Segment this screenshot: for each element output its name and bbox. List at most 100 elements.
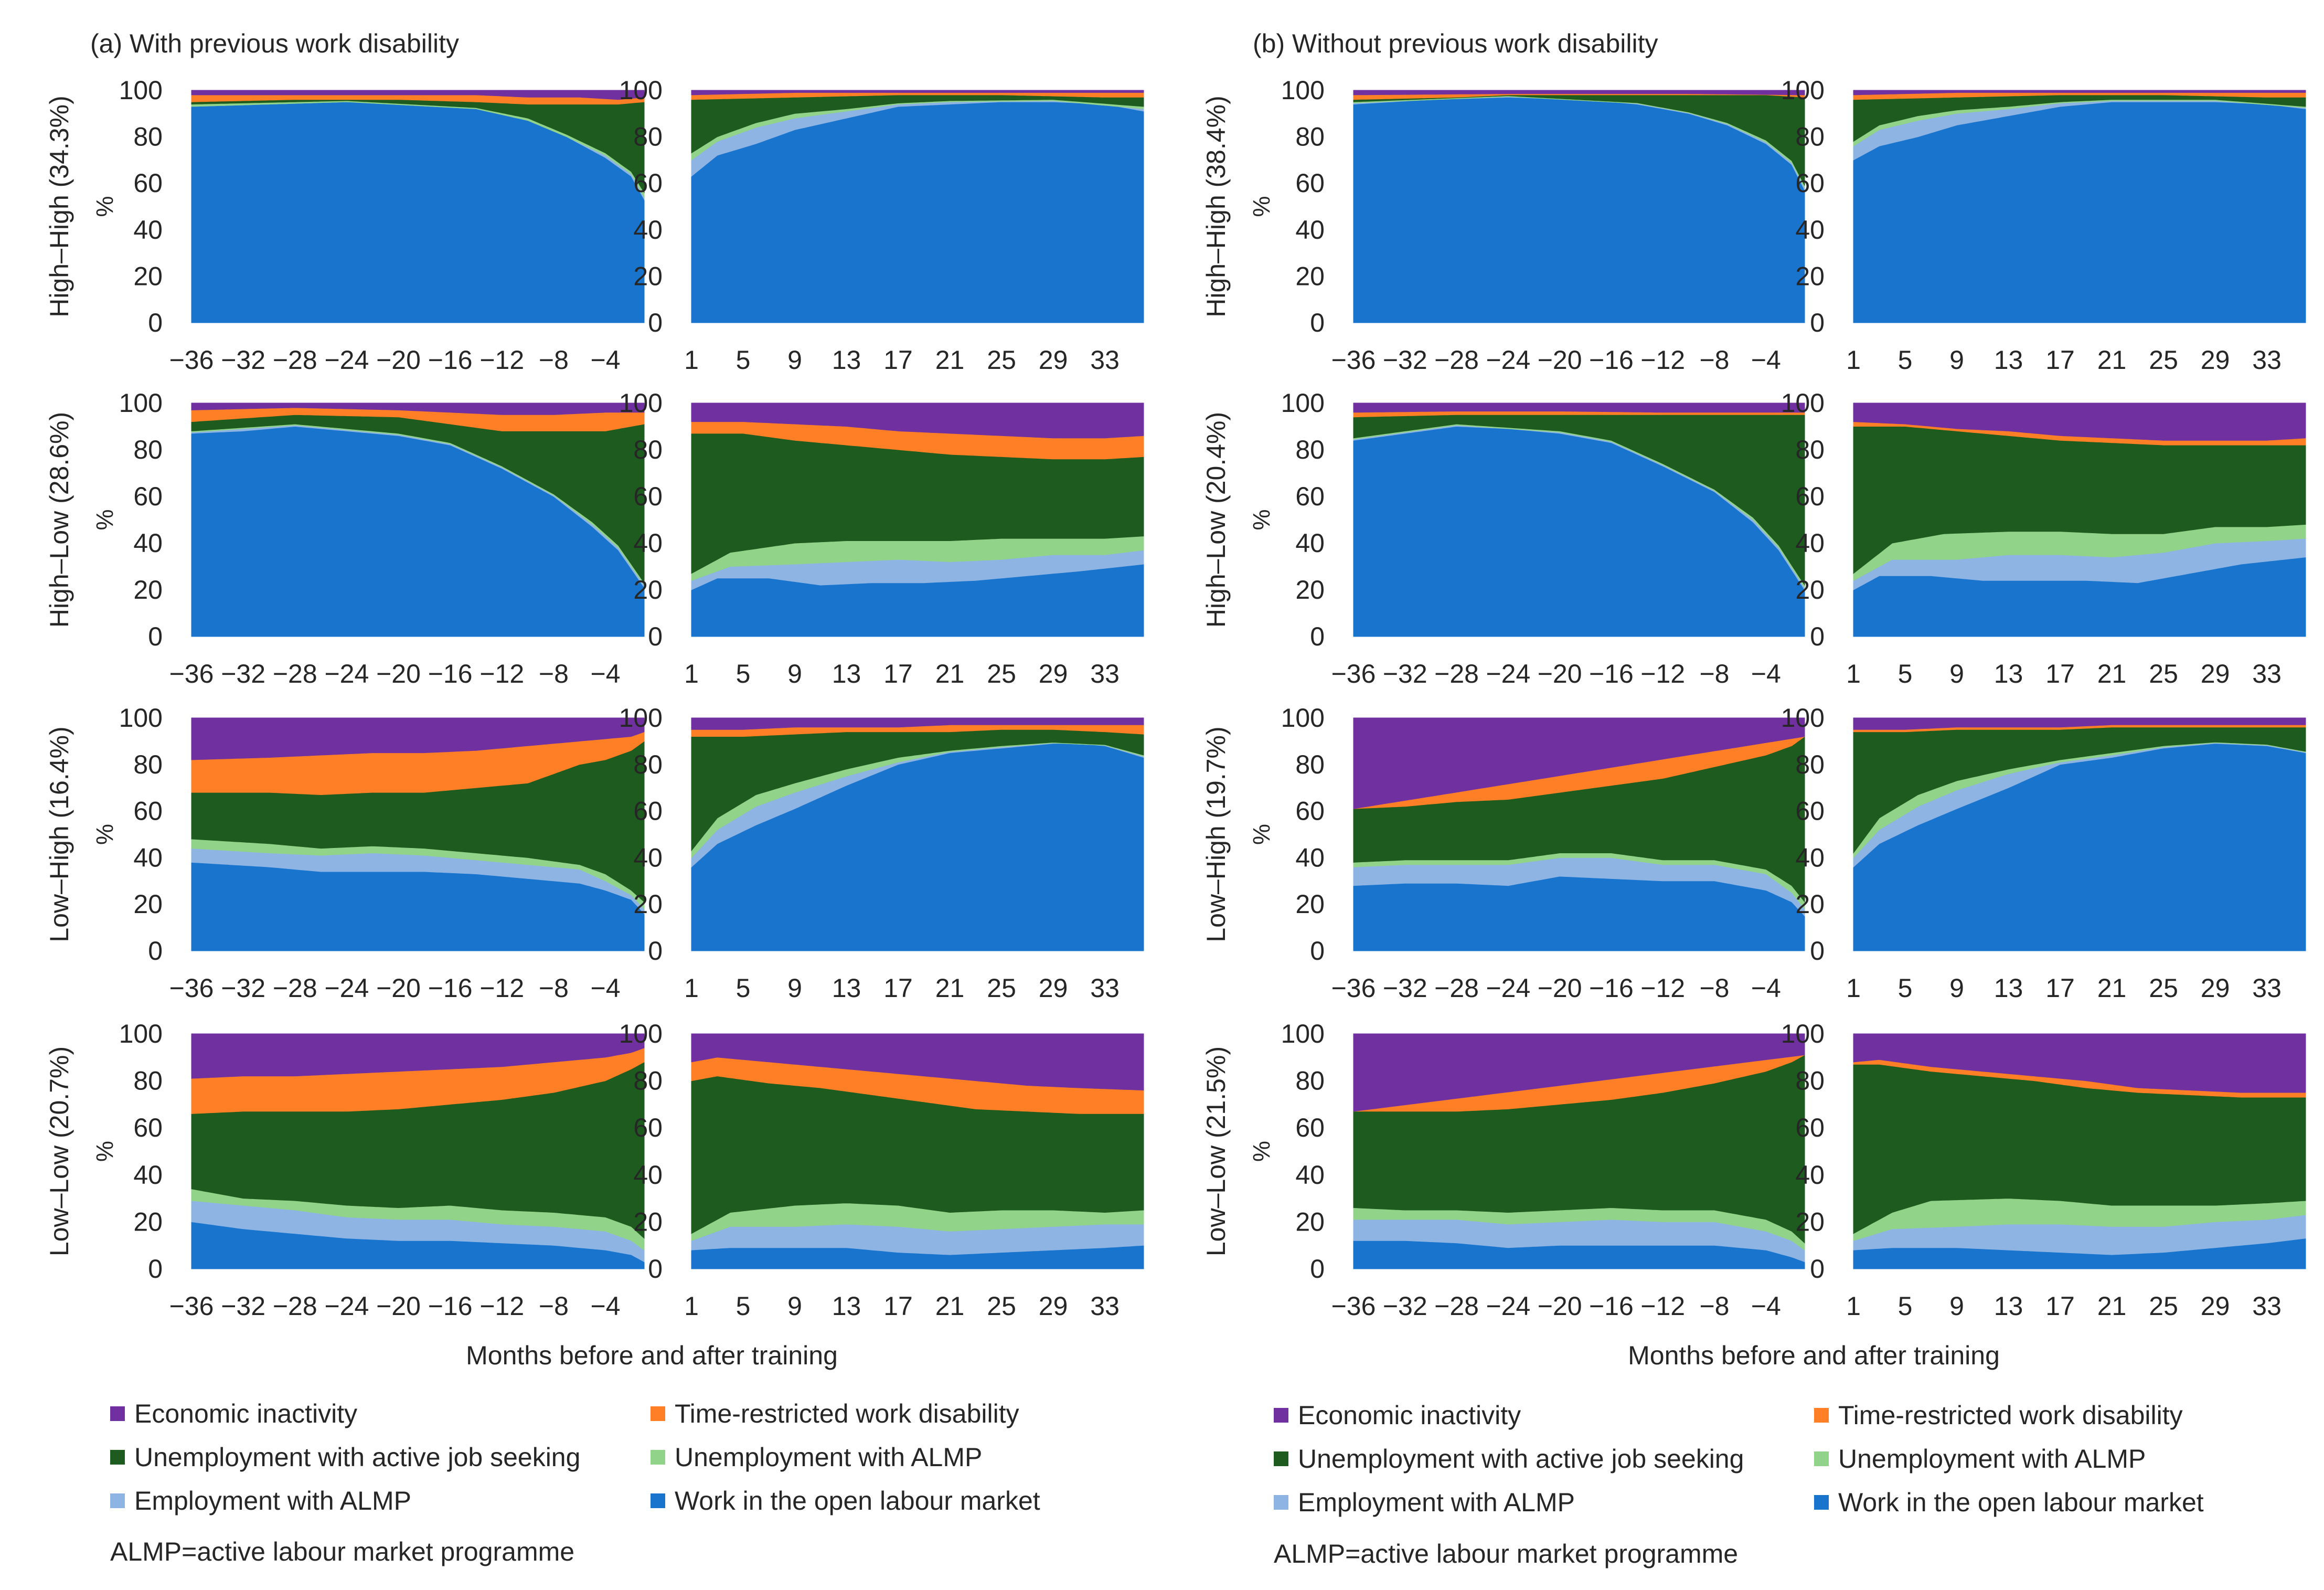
y-tick-label: 0 — [1810, 1254, 1825, 1284]
x-tick-label: −12 — [479, 345, 524, 375]
x-tick-label: −20 — [1538, 659, 1582, 688]
y-tick-label: 0 — [1310, 936, 1325, 966]
area-economic-inactivity — [1353, 402, 1805, 413]
x-tick-label: −16 — [1589, 345, 1634, 375]
area-economic-inactivity — [691, 90, 1144, 96]
y-tick-label: 60 — [633, 1113, 663, 1142]
x-tick-label: 21 — [935, 659, 965, 688]
y-tick-label: 40 — [1295, 843, 1325, 872]
x-tick-label: −4 — [1751, 345, 1781, 375]
legend-swatch — [110, 1493, 125, 1508]
x-tick-label: −20 — [1538, 973, 1582, 1003]
x-tick-label: −36 — [169, 1291, 214, 1321]
x-tick-label: −4 — [1751, 659, 1781, 688]
y-tick-label: 80 — [1795, 750, 1825, 779]
x-tick-label: 25 — [2149, 1291, 2178, 1321]
x-tick-label: 13 — [832, 973, 861, 1003]
y-unit-label: % — [91, 509, 118, 530]
x-tick-label: −24 — [1486, 659, 1530, 688]
legend-item-time-restricted-work-disability: Time-restricted work disability — [1814, 1400, 2183, 1430]
y-tick-label: 40 — [133, 843, 163, 872]
x-tick-label: 21 — [935, 973, 965, 1003]
x-tick-label: 9 — [787, 973, 802, 1003]
x-tick-label: 33 — [2252, 659, 2282, 688]
y-tick-label: 80 — [133, 1066, 163, 1096]
x-tick-label: 9 — [1949, 1291, 1964, 1321]
row-low-low-20-7: Low–Low (20.7%) % 0 20 40 60 80 100 −36 −32 −28 −24… — [45, 1019, 1144, 1321]
legend-label: Work in the open labour market — [675, 1486, 1040, 1515]
row-label: High–High (34.3%) — [45, 96, 74, 317]
x-tick-label: −12 — [479, 1291, 524, 1321]
y-tick-label: 0 — [148, 308, 163, 337]
row-label: High–Low (20.4%) — [1201, 412, 1231, 628]
x-tick-label: −24 — [1486, 973, 1530, 1003]
panel-title: (b) Without previous work disability — [1253, 29, 1658, 58]
y-tick-label: 0 — [648, 1254, 663, 1284]
area-economic-inactivity — [191, 90, 645, 100]
legend-swatch — [1814, 1408, 1829, 1423]
x-tick-label: 33 — [1090, 1291, 1120, 1321]
x-tick-label: 25 — [2149, 659, 2178, 688]
x-tick-label: 9 — [1949, 973, 1964, 1003]
y-tick-label: 0 — [648, 622, 663, 651]
post-training-panel: 0 20 40 60 80 100 1 5 9 13 17 21 25 29 33 — [619, 388, 1144, 688]
y-tick-label: 20 — [1795, 261, 1825, 291]
x-tick-label: −16 — [428, 973, 473, 1003]
y-tick-label: 80 — [1295, 750, 1325, 779]
x-tick-label: 21 — [935, 345, 965, 375]
y-tick-label: 80 — [633, 750, 663, 779]
y-tick-label: 100 — [1281, 76, 1325, 105]
row-label: Low–Low (20.7%) — [45, 1046, 74, 1256]
post-training-panel: 0 20 40 60 80 100 1 5 9 13 17 21 25 29 33 — [1781, 703, 2306, 1003]
legend-swatch — [110, 1406, 125, 1421]
x-tick-label: −36 — [1331, 659, 1376, 688]
legend-label: Unemployment with active job seeking — [1298, 1444, 1744, 1474]
x-tick-label: −24 — [324, 973, 369, 1003]
x-tick-label: −32 — [221, 345, 265, 375]
y-tick-label: 100 — [119, 76, 163, 105]
x-tick-label: 13 — [832, 1291, 861, 1321]
y-tick-label: 80 — [1795, 122, 1825, 152]
post-training-panel: 0 20 40 60 80 100 1 5 9 13 17 21 25 29 33 — [619, 1019, 1144, 1321]
y-tick-label: 60 — [1795, 1113, 1825, 1142]
x-tick-label: 1 — [1846, 1291, 1861, 1321]
x-tick-label: 29 — [1039, 1291, 1068, 1321]
area-economic-inactivity — [691, 717, 1144, 730]
y-tick-label: 20 — [1795, 889, 1825, 919]
y-tick-label: 80 — [133, 435, 163, 464]
x-tick-label: 33 — [1090, 345, 1120, 375]
y-unit-label: % — [91, 1141, 118, 1162]
y-tick-label: 60 — [1295, 168, 1325, 198]
y-tick-label: 60 — [1295, 797, 1325, 826]
x-tick-label: −20 — [1538, 345, 1582, 375]
x-tick-label: 5 — [736, 659, 751, 688]
x-tick-label: −32 — [221, 659, 265, 688]
x-tick-label: 13 — [1994, 1291, 2023, 1321]
x-tick-label: −4 — [591, 345, 621, 375]
legend-swatch — [651, 1406, 665, 1421]
y-tick-label: 100 — [119, 1019, 163, 1048]
y-tick-label: 0 — [1810, 308, 1825, 337]
y-tick-label: 0 — [1810, 936, 1825, 966]
y-tick-label: 100 — [1781, 76, 1825, 105]
x-tick-label: −12 — [1640, 659, 1685, 688]
y-tick-label: 20 — [133, 889, 163, 919]
legend-label: Economic inactivity — [1298, 1401, 1521, 1430]
legend-swatch — [1274, 1408, 1288, 1423]
y-tick-label: 100 — [1781, 703, 1825, 733]
x-tick-label: 9 — [787, 345, 802, 375]
x-tick-label: 25 — [987, 1291, 1016, 1321]
x-tick-label: 29 — [1039, 345, 1068, 375]
x-tick-label: −24 — [1486, 1291, 1530, 1321]
y-tick-label: 80 — [1795, 435, 1825, 464]
legend-item-unemployment-with-active-job-seeking: Unemployment with active job seeking — [1274, 1444, 1744, 1474]
y-tick-label: 40 — [1795, 528, 1825, 558]
y-tick-label: 60 — [133, 797, 163, 826]
